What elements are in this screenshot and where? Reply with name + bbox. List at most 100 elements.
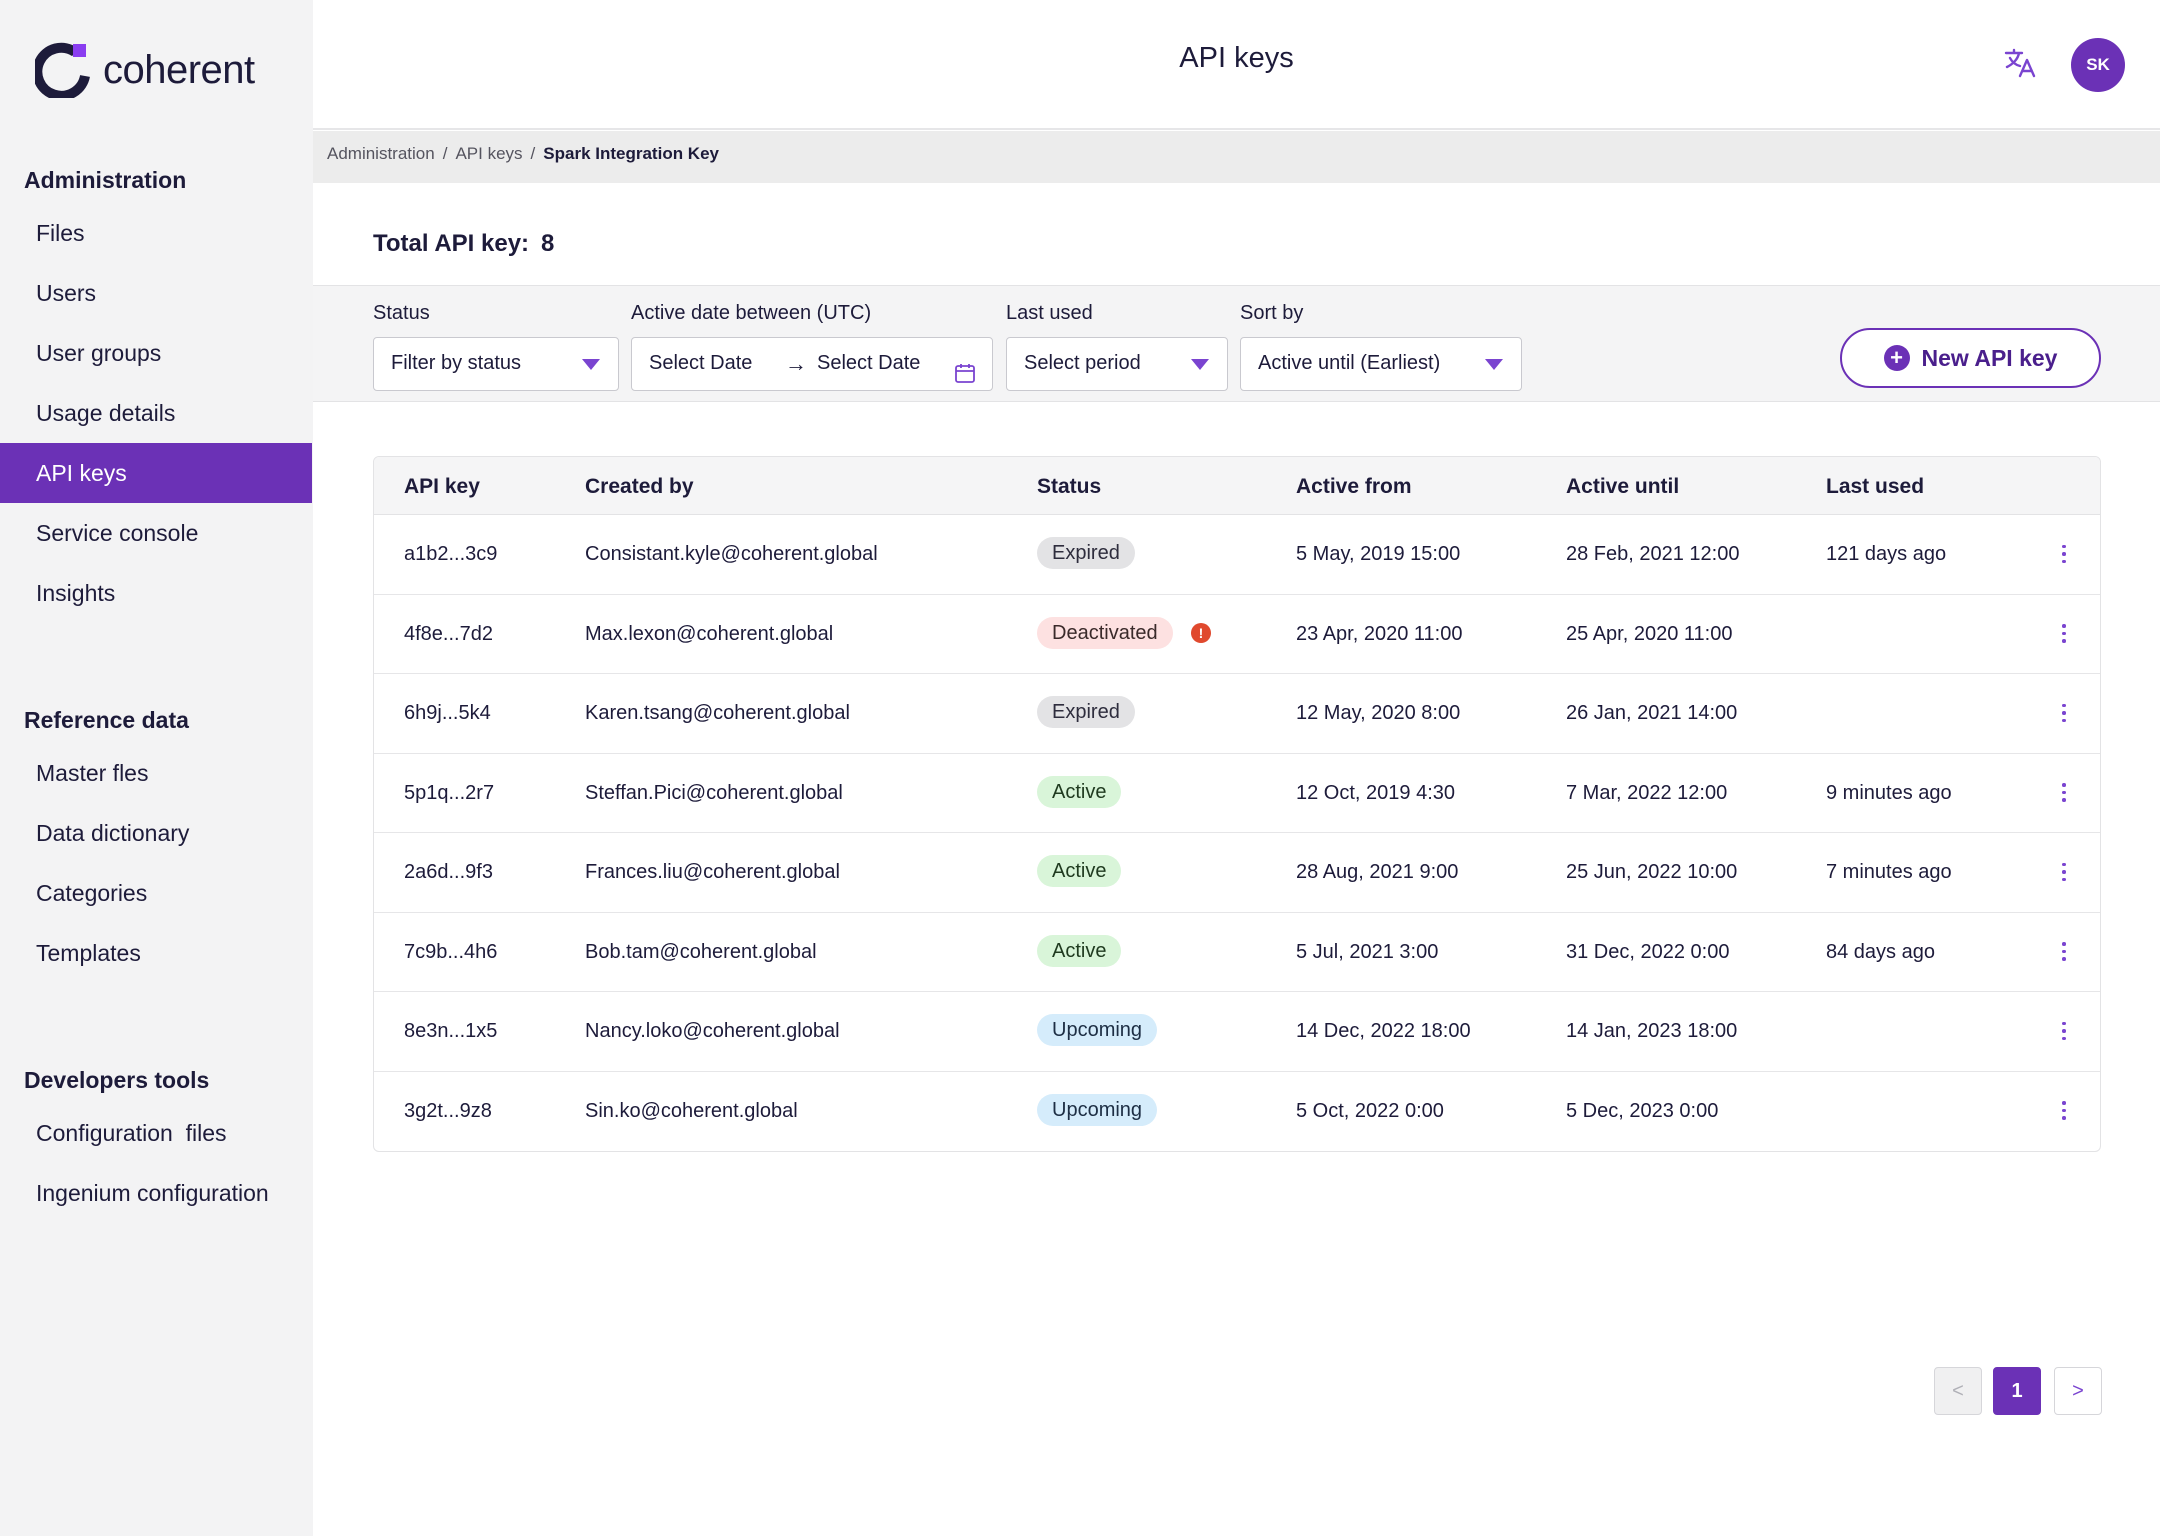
table-row[interactable]: a1b2...3c9 Consistant.kyle@coherent.glob… bbox=[374, 515, 2100, 595]
active-until-cell: 7 Mar, 2022 12:00 bbox=[1566, 781, 1728, 804]
sidebar-item-master-files[interactable]: Master fles bbox=[36, 760, 149, 786]
last-used-cell: 121 days ago bbox=[1826, 543, 1947, 565]
breadcrumb-administration[interactable]: Administration bbox=[327, 144, 435, 163]
more-options-icon[interactable] bbox=[2054, 696, 2074, 730]
nav-heading: Administration bbox=[24, 167, 187, 193]
last-used-filter-label: Last used bbox=[1006, 302, 1093, 324]
table-row[interactable]: 2a6d...9f3 Frances.liu@coherent.global A… bbox=[374, 833, 2100, 913]
created-by-cell: Nancy.loko@coherent.global bbox=[585, 1020, 840, 1042]
table-row[interactable]: 8e3n...1x5 Nancy.loko@coherent.global Up… bbox=[374, 992, 2100, 1072]
table-row[interactable]: 6h9j...5k4 Karen.tsang@coherent.global E… bbox=[374, 674, 2100, 754]
nav-heading: Developers tools bbox=[24, 1067, 210, 1093]
status-badge: Active bbox=[1037, 855, 1122, 887]
total-count: 8 bbox=[541, 230, 555, 257]
column-header-status[interactable]: Status bbox=[1037, 475, 1102, 498]
status-filter-value: Filter by status bbox=[391, 352, 522, 374]
sidebar-item-categories[interactable]: Categories bbox=[36, 880, 148, 906]
plus-icon: + bbox=[1883, 345, 1910, 371]
active-from-cell: 5 May, 2019 15:00 bbox=[1296, 543, 1461, 565]
sidebar-item-templates[interactable]: Templates bbox=[36, 940, 141, 966]
created-by-cell: Max.lexon@coherent.global bbox=[585, 622, 834, 645]
created-by-cell: Karen.tsang@coherent.global bbox=[585, 702, 850, 724]
warning-icon[interactable]: ! bbox=[1191, 622, 1211, 643]
date-filter-label: Active date between (UTC) bbox=[631, 302, 872, 324]
nav-section-administration: Administration Files Users User groups U… bbox=[0, 157, 313, 623]
new-api-key-button[interactable]: + New API key bbox=[1840, 328, 2101, 388]
status-filter-select[interactable]: Filter by status bbox=[373, 337, 619, 391]
logo[interactable]: coherent bbox=[35, 40, 255, 100]
api-key-cell: 3g2t...9z8 bbox=[404, 1099, 492, 1122]
column-header-last-used[interactable]: Last used bbox=[1826, 475, 1925, 498]
sidebar-item-insights[interactable]: Insights bbox=[36, 580, 116, 606]
active-until-cell: 25 Apr, 2020 11:00 bbox=[1566, 622, 1733, 645]
created-by-cell: Bob.tam@coherent.global bbox=[585, 940, 817, 963]
created-by-cell: Steffan.Pici@coherent.global bbox=[585, 781, 843, 804]
sidebar-item-user-groups[interactable]: User groups bbox=[36, 340, 162, 366]
table-row[interactable]: 5p1q...2r7 Steffan.Pici@coherent.global … bbox=[374, 754, 2100, 833]
last-used-filter-value: Select period bbox=[1024, 352, 1141, 374]
status-badge: Expired bbox=[1037, 696, 1135, 728]
status-badge: Active bbox=[1037, 775, 1122, 808]
column-header-active-until[interactable]: Active until bbox=[1566, 475, 1680, 498]
nav-section-reference-data: Reference data Master fles Data dictiona… bbox=[0, 697, 313, 983]
active-from-cell: 14 Dec, 2022 18:00 bbox=[1296, 1020, 1471, 1042]
active-from-cell: 12 May, 2020 8:00 bbox=[1296, 702, 1461, 724]
last-used-filter-select[interactable]: Select period bbox=[1006, 337, 1228, 391]
active-from-cell: 5 Oct, 2022 0:00 bbox=[1296, 1099, 1444, 1122]
more-options-icon[interactable] bbox=[2054, 1094, 2074, 1128]
last-used-cell: 84 days ago bbox=[1826, 940, 1935, 963]
api-key-cell: 8e3n...1x5 bbox=[404, 1020, 498, 1042]
sidebar-item-users[interactable]: Users bbox=[36, 280, 97, 306]
column-header-active-from[interactable]: Active from bbox=[1296, 475, 1412, 498]
active-from-cell: 23 Apr, 2020 11:00 bbox=[1296, 622, 1463, 645]
active-until-cell: 25 Jun, 2022 10:00 bbox=[1566, 861, 1738, 883]
date-range-picker[interactable]: Select Date → Select Date bbox=[631, 337, 993, 391]
breadcrumb-api-keys[interactable]: API keys bbox=[455, 144, 523, 163]
nav-heading: Reference data bbox=[24, 707, 189, 733]
pagination-next-button[interactable]: > bbox=[2054, 1367, 2102, 1415]
date-from[interactable]: Select Date bbox=[649, 352, 753, 374]
status-filter-label: Status bbox=[373, 302, 430, 324]
api-key-cell: 2a6d...9f3 bbox=[404, 861, 493, 883]
sidebar-item-usage-details[interactable]: Usage details bbox=[36, 400, 176, 426]
status-badge: Upcoming bbox=[1037, 1093, 1158, 1126]
api-key-cell: 4f8e...7d2 bbox=[404, 622, 493, 645]
more-options-icon[interactable] bbox=[2054, 776, 2074, 810]
more-options-icon[interactable] bbox=[2054, 1014, 2074, 1048]
new-api-key-label: New API key bbox=[1921, 344, 2058, 371]
sidebar-item-api-keys[interactable]: API keys bbox=[0, 443, 312, 503]
table-row[interactable]: 4f8e...7d2 Max.lexon@coherent.global Dea… bbox=[374, 595, 2100, 674]
api-key-cell: 7c9b...4h6 bbox=[404, 940, 498, 963]
sort-value: Active until (Earliest) bbox=[1258, 352, 1441, 374]
sidebar-item-files[interactable]: Files bbox=[36, 220, 85, 246]
table-row[interactable]: 3g2t...9z8 Sin.ko@coherent.global Upcomi… bbox=[374, 1072, 2100, 1152]
breadcrumb: Administration / API keys / Spark Integratio… bbox=[313, 131, 2160, 183]
active-until-cell: 5 Dec, 2023 0:00 bbox=[1566, 1099, 1719, 1122]
pagination-prev-button[interactable]: < bbox=[1934, 1367, 1982, 1415]
more-options-icon[interactable] bbox=[2054, 617, 2074, 651]
sidebar-item-configuration-files[interactable]: Configuration files bbox=[36, 1120, 227, 1146]
table-header: API key Created by Status Active from Ac… bbox=[374, 457, 2100, 515]
sort-label: Sort by bbox=[1240, 302, 1304, 324]
column-header-created-by[interactable]: Created by bbox=[585, 475, 694, 498]
created-by-cell: Consistant.kyle@coherent.global bbox=[585, 543, 878, 565]
chevron-down-icon bbox=[1485, 359, 1503, 370]
chevron-down-icon bbox=[582, 359, 600, 370]
avatar[interactable]: SK bbox=[2071, 38, 2125, 92]
pagination-page-current[interactable]: 1 bbox=[1993, 1367, 2041, 1415]
more-options-icon[interactable] bbox=[2054, 537, 2074, 571]
more-options-icon[interactable] bbox=[2054, 935, 2074, 969]
table-row[interactable]: 7c9b...4h6 Bob.tam@coherent.global Activ… bbox=[374, 913, 2100, 992]
translate-icon[interactable] bbox=[2003, 46, 2037, 80]
sidebar-item-ingenium-configuration[interactable]: Ingenium configuration bbox=[36, 1180, 269, 1206]
sidebar-item-service-console[interactable]: Service console bbox=[36, 520, 199, 546]
sidebar-item-data-dictionary[interactable]: Data dictionary bbox=[36, 820, 190, 846]
calendar-icon[interactable] bbox=[954, 353, 976, 383]
active-from-cell: 12 Oct, 2019 4:30 bbox=[1296, 781, 1456, 804]
sidebar: coherent Administration Files Users User… bbox=[0, 0, 313, 1536]
active-from-cell: 28 Aug, 2021 9:00 bbox=[1296, 861, 1459, 883]
more-options-icon[interactable] bbox=[2054, 855, 2074, 889]
date-to[interactable]: Select Date bbox=[817, 352, 921, 374]
column-header-api-key[interactable]: API key bbox=[404, 475, 480, 498]
sort-select[interactable]: Active until (Earliest) bbox=[1240, 337, 1522, 391]
